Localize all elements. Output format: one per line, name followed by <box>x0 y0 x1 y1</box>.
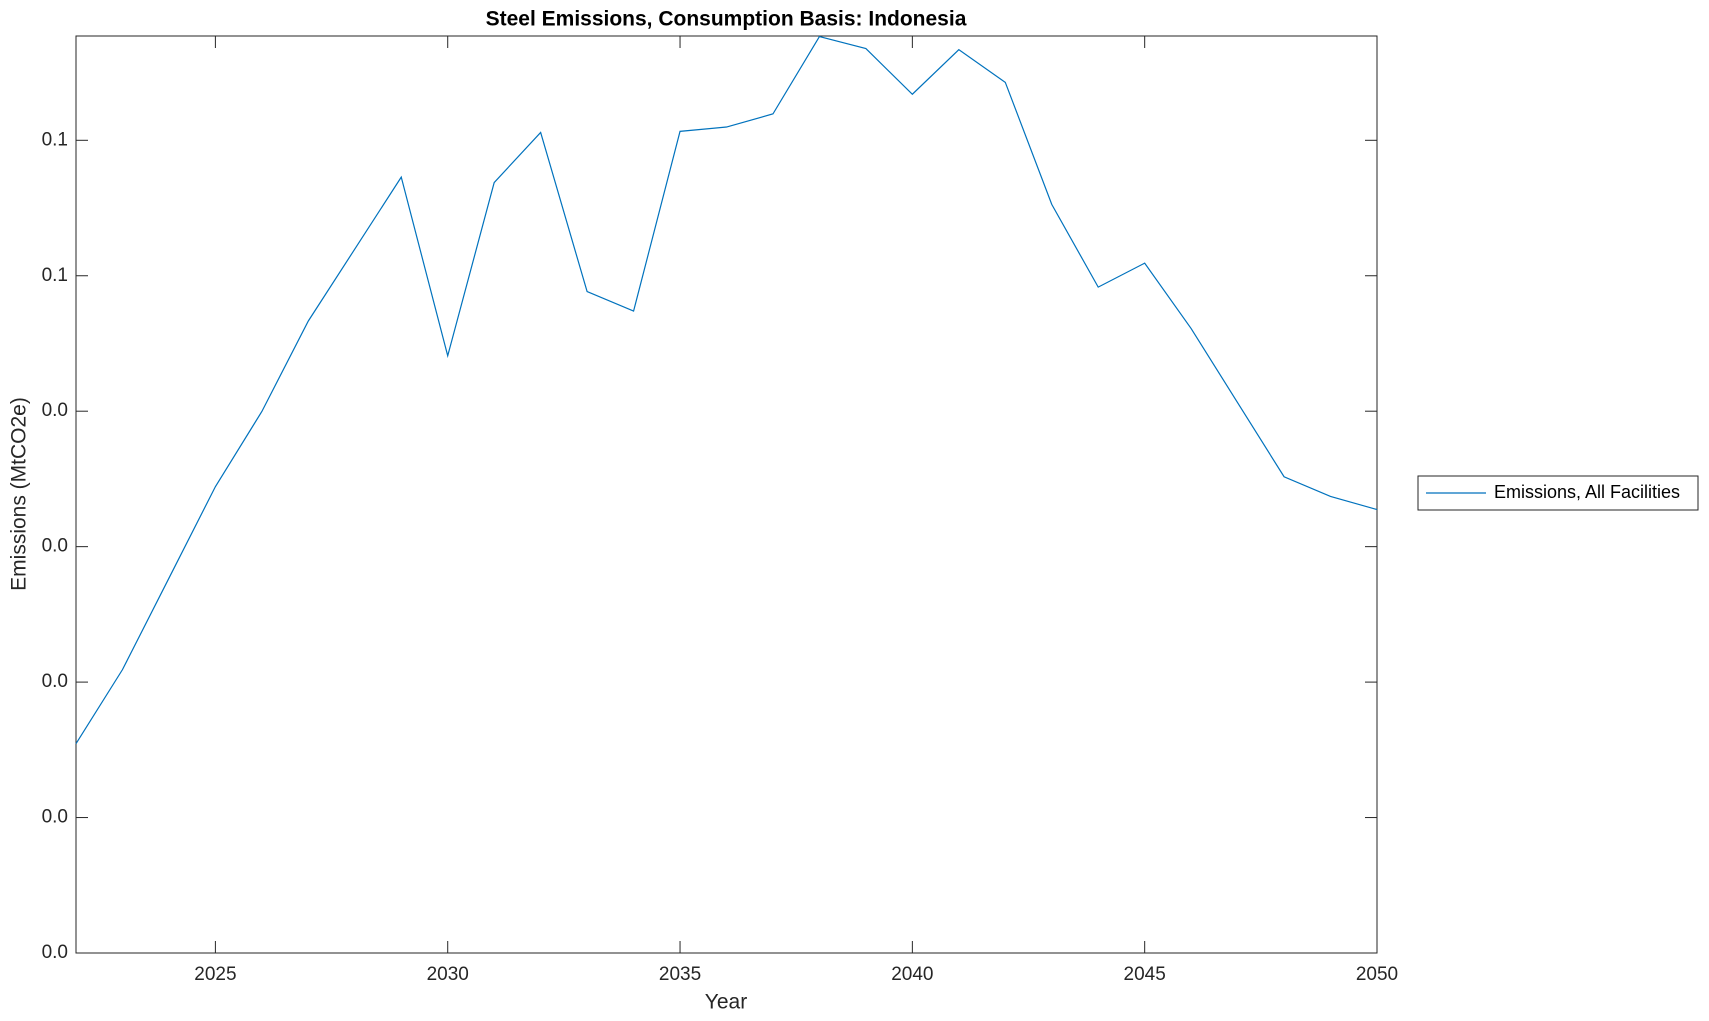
x-tick-label: 2050 <box>1356 964 1398 985</box>
y-tick-label: 0.1 <box>42 265 68 286</box>
x-tick-label: 2025 <box>194 964 236 985</box>
y-tick-label: 0.1 <box>42 129 68 150</box>
plot-area <box>75 35 1378 954</box>
y-tick-label: 0.0 <box>42 400 68 421</box>
x-tick-label: 2040 <box>891 964 933 985</box>
y-tick-label: 0.0 <box>42 671 68 692</box>
y-tick-label: 0.0 <box>42 807 68 828</box>
y-tick-label: 0.0 <box>42 536 68 557</box>
x-tick-label: 2030 <box>427 964 469 985</box>
data-line <box>75 35 1378 745</box>
legend-label: Emissions, All Facilities <box>1494 482 1680 502</box>
chart-title: Steel Emissions, Consumption Basis: Indo… <box>486 8 967 31</box>
y-axis-label: Emissions (MtCO2e) <box>8 397 31 591</box>
x-axis-label: Year <box>705 991 747 1014</box>
x-tick-label: 2035 <box>659 964 701 985</box>
x-tick-label: 2045 <box>1124 964 1166 985</box>
y-tick-label: 0.0 <box>42 942 68 963</box>
